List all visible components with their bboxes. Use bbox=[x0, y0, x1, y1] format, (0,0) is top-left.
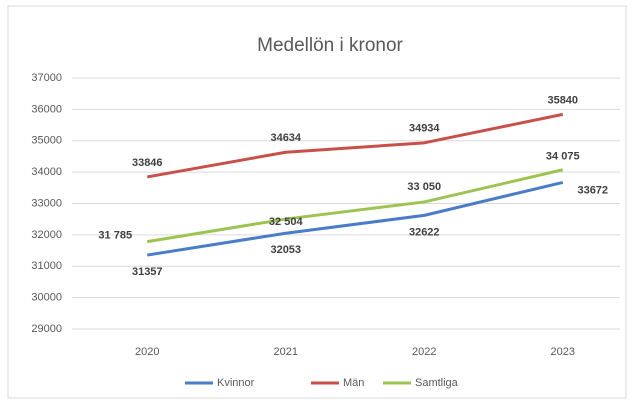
chart-border bbox=[7, 5, 627, 399]
legend-label: Kvinnor bbox=[217, 377, 255, 389]
data-label: 31357 bbox=[132, 266, 163, 278]
data-label: 34634 bbox=[270, 132, 301, 144]
y-tick-label: 33000 bbox=[31, 197, 62, 209]
y-tick-label: 31000 bbox=[31, 260, 62, 272]
y-tick-label: 36000 bbox=[31, 103, 62, 115]
y-tick-label: 29000 bbox=[31, 323, 62, 335]
data-label: 34 075 bbox=[546, 151, 580, 163]
y-tick-label: 30000 bbox=[31, 292, 62, 304]
data-label: 33846 bbox=[132, 157, 163, 169]
x-tick-label: 2023 bbox=[551, 346, 575, 358]
data-label: 32053 bbox=[270, 244, 301, 256]
data-label: 34934 bbox=[409, 123, 440, 135]
legend-label: Män bbox=[343, 377, 364, 389]
series-line bbox=[146, 112, 564, 179]
chart-title: Medellön i kronor bbox=[257, 35, 403, 56]
series-line bbox=[147, 168, 564, 244]
legend-label: Samtliga bbox=[415, 377, 459, 389]
y-tick-label: 32000 bbox=[31, 229, 62, 241]
y-tick-label: 35000 bbox=[31, 135, 62, 147]
y-tick-label: 37000 bbox=[31, 72, 62, 84]
data-label: 32622 bbox=[409, 226, 440, 238]
x-tick-label: 2020 bbox=[135, 346, 159, 358]
data-label: 33 050 bbox=[407, 181, 441, 193]
data-label: 32 504 bbox=[269, 216, 304, 228]
x-tick-label: 2022 bbox=[412, 346, 436, 358]
data-label: 33672 bbox=[577, 184, 608, 196]
data-label: 35840 bbox=[547, 94, 578, 106]
y-tick-label: 34000 bbox=[31, 166, 62, 178]
data-label: 31 785 bbox=[98, 230, 132, 242]
series-line bbox=[147, 180, 564, 257]
x-tick-label: 2021 bbox=[274, 346, 298, 358]
